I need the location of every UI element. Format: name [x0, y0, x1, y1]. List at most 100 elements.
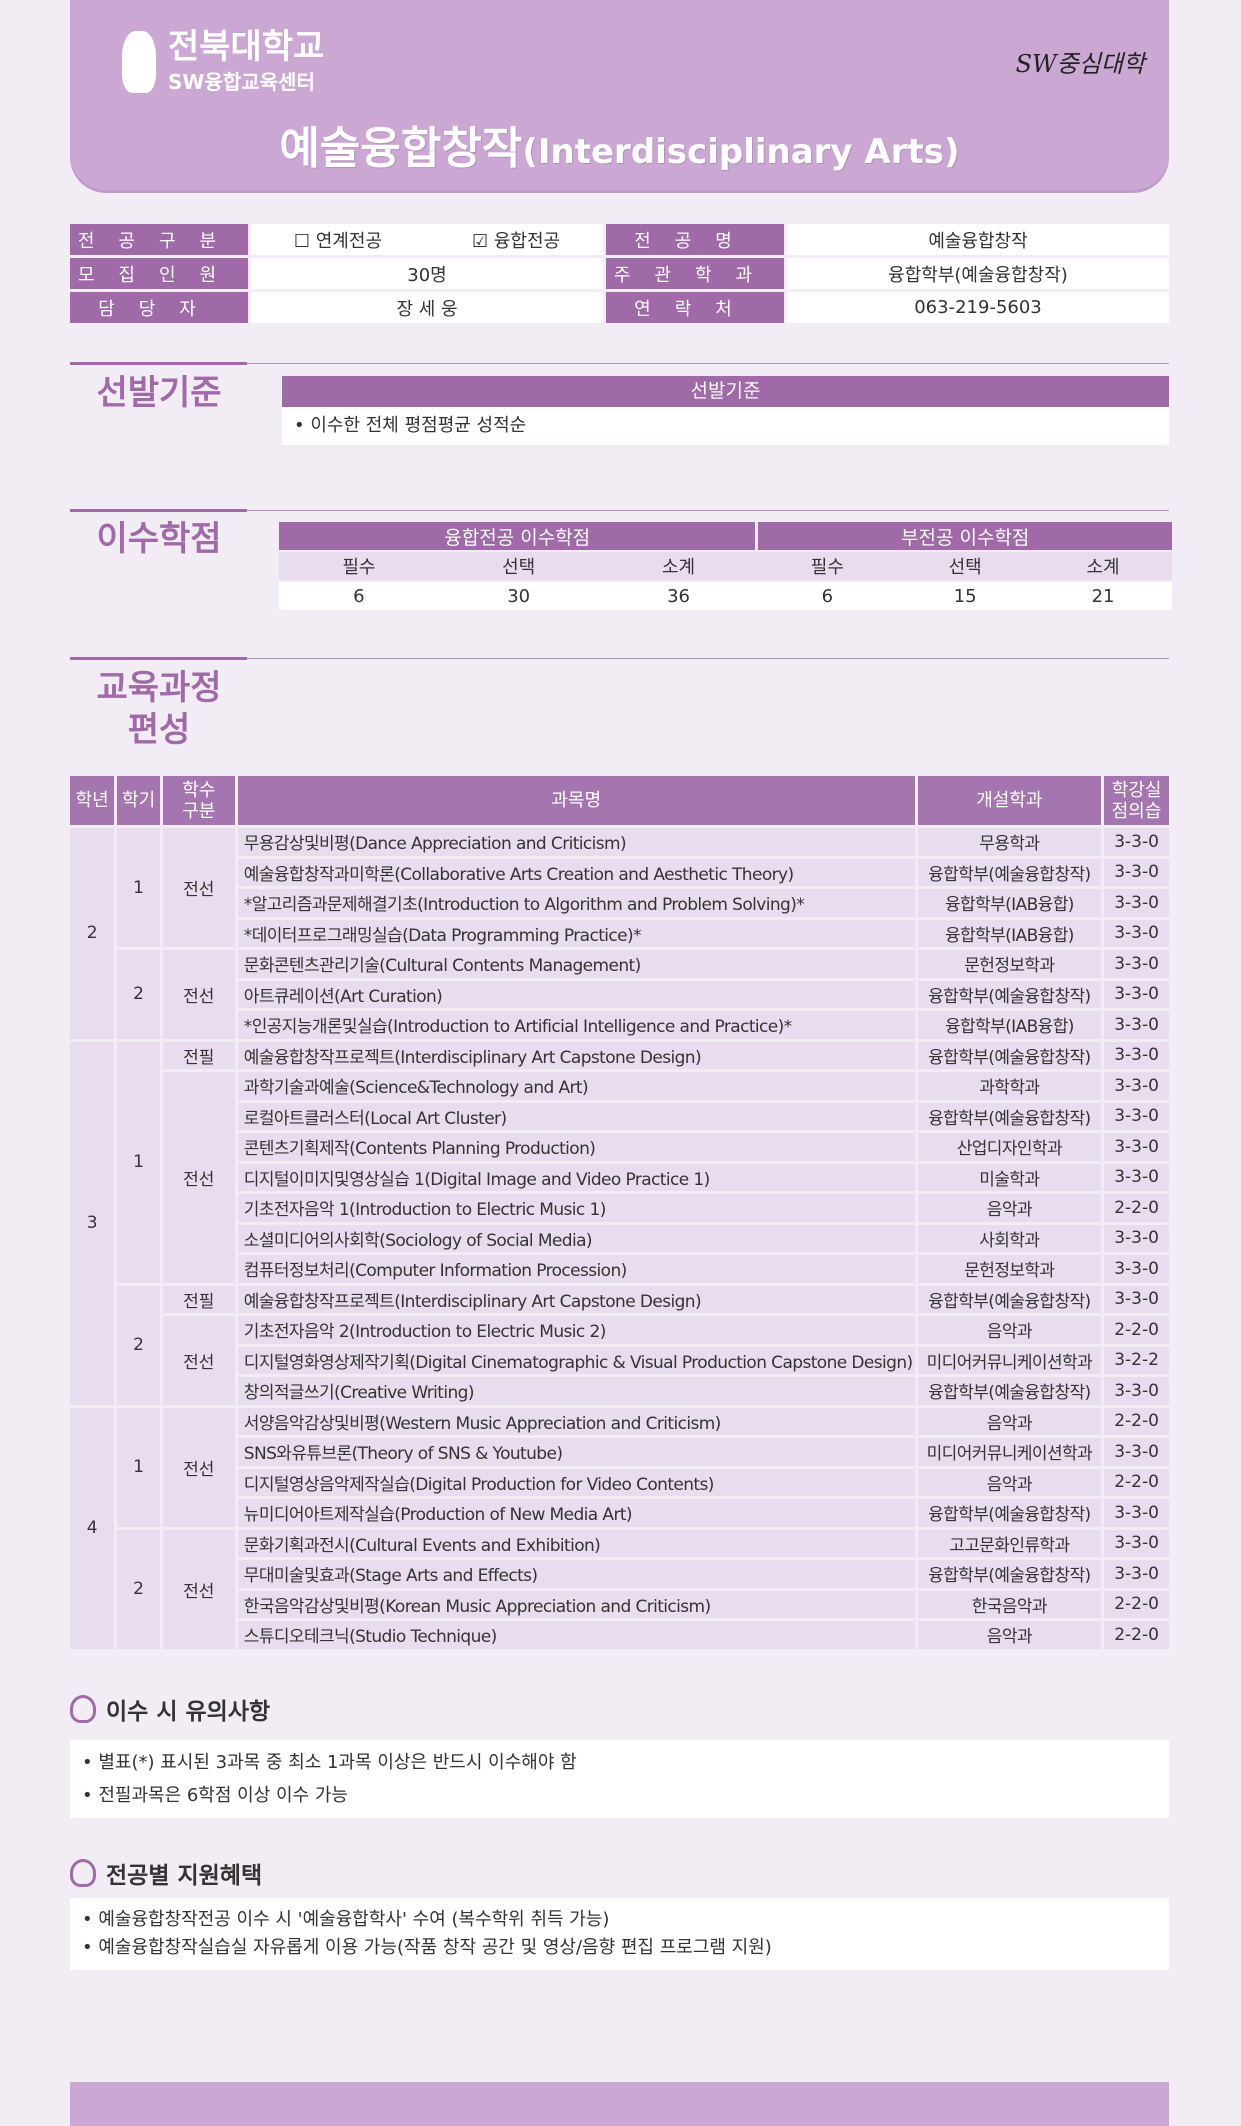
note-item: • 별표(*) 표시된 3과목 중 최소 1과목 이상은 반드시 이수해야 함 [82, 1752, 577, 1773]
info-table: 전공구분 ☐ 연계전공 ☑ 융합전공 전공명 예술융합창작 모집인원 30명 주관학과… [67, 221, 1172, 326]
year-cell: 4 [70, 1407, 115, 1649]
credits: 3-3-0 [1104, 889, 1169, 917]
credits: 3-2-2 [1104, 1346, 1169, 1374]
department: 음악과 [917, 1407, 1102, 1435]
divider [70, 657, 247, 660]
table-row: 소셜미디어의사회학(Sociology of Social Media) 사회학과… [70, 1224, 1169, 1252]
table-row: 2 전필 예술융합창작프로젝트(Interdisciplinary Art Caps… [70, 1285, 1169, 1405]
course-name: 뉴미디어아트제작실습(Production of New Media Art) [237, 1499, 915, 1527]
semester-cell: 1 [117, 828, 160, 947]
credits: 3-3-0 [1104, 1072, 1169, 1100]
credits: 3-3-0 [1104, 1163, 1169, 1191]
university-logo: 전북대학교 SW융합교육센터 [122, 28, 324, 95]
benefits-box: • 예술융합창작전공 이수 시 '예술융합학사' 수여 (복수학위 취득 가능)… [70, 1898, 1169, 1970]
credits: 3-3-0 [1104, 1224, 1169, 1252]
dept-value: 융합학부(예술융합창작) [787, 258, 1169, 289]
department: 미디어커뮤니케이션학과 [917, 1438, 1102, 1466]
course-name: 과학기술과예술(Science&Technology and Art) [237, 1072, 915, 1100]
table-row: *알고리즘과문제해결기초(Introduction to Algorithm a… [70, 889, 1169, 917]
option-convergence[interactable]: ☑ 융합전공 [472, 230, 561, 252]
department: 융합학부(예술융합창작) [917, 1041, 1102, 1069]
sub-header: 선택 [896, 552, 1035, 580]
department: 융합학부(예술융합창작) [917, 1377, 1102, 1405]
contact-value: 063-219-5603 [787, 292, 1169, 323]
course-name: 스튜디오테크닉(Studio Technique) [237, 1621, 915, 1649]
table-row: 3 1 전필 예술융합창작프로젝트(Interdisciplinary Art Cap… [70, 1041, 1169, 1405]
table-row: 2 전선 문화기획과전시(Cultural Events and Exhibitio… [70, 1529, 1169, 1649]
semester-cell: 2 [117, 950, 160, 1039]
semester-cell: 1 [117, 1041, 160, 1283]
label: 전공구분 [70, 224, 248, 255]
credits-table: 융합전공 이수학점 부전공 이수학점 필수 선택 소계 필수 선택 소계 6 30 36 6 15 2… [279, 520, 1172, 612]
department: 음악과 [917, 1194, 1102, 1222]
col-course-name: 과목명 [237, 776, 915, 825]
credits: 3-3-0 [1104, 1133, 1169, 1161]
course-name: 창의적글쓰기(Creative Writing) [237, 1377, 915, 1405]
divider [247, 658, 1169, 659]
department: 문헌정보학과 [917, 1255, 1102, 1283]
type-cell: 전필 [162, 1041, 235, 1069]
department: 융합학부(예술융합창작) [917, 1285, 1102, 1313]
notes-title: 이수 시 유의사항 [70, 1692, 270, 1726]
department: 사회학과 [917, 1224, 1102, 1252]
minor-credits-header: 부전공 이수학점 [758, 522, 1172, 550]
department: 미디어커뮤니케이션학과 [917, 1346, 1102, 1374]
course-name: *알고리즘과문제해결기초(Introduction to Algorithm a… [237, 889, 915, 917]
sw-badge: SW중심대학 [1015, 50, 1145, 78]
benefits-title: 전공별 지원혜택 [70, 1856, 262, 1890]
credit-value: 21 [1034, 582, 1172, 610]
credits: 3-3-0 [1104, 828, 1169, 856]
department: 한국음악과 [917, 1590, 1102, 1618]
col-semester: 학기 [117, 776, 160, 825]
table-row: 4 1 전선 서양음악감상및비평(Western Music Appreciation… [70, 1407, 1169, 1649]
department: 고고문화인류학과 [917, 1529, 1102, 1557]
course-name: 예술융합창작프로젝트(Interdisciplinary Art Capston… [237, 1041, 915, 1069]
department: 산업디자인학과 [917, 1133, 1102, 1161]
selection-text: • 이수한 전체 평점평균 성적순 [282, 407, 1169, 445]
course-name: 아트큐레이션(Art Curation) [237, 980, 915, 1008]
course-name: 로컬아트클러스터(Local Art Cluster) [237, 1102, 915, 1130]
credits: 3-3-0 [1104, 1560, 1169, 1588]
course-name: *데이터프로그래밍실습(Data Programming Practice)* [237, 919, 915, 947]
benefit-item: • 예술융합창작전공 이수 시 '예술융합학사' 수여 (복수학위 취득 가능) [82, 1909, 610, 1930]
department: 음악과 [917, 1468, 1102, 1496]
credits: 2-2-0 [1104, 1407, 1169, 1435]
table-row: 디지털영화영상제작기획(Digital Cinematographic & Vi… [70, 1346, 1169, 1374]
year-cell: 3 [70, 1041, 115, 1405]
curriculum-table: 학년 학기 학수 구분 과목명 개설학과 학강실 점의습 2 1 전선 무용감상및비평… [67, 773, 1172, 1652]
divider [247, 510, 1169, 511]
table-row: 콘텐츠기획제작(Contents Planning Production) 산업디… [70, 1133, 1169, 1161]
divider [70, 509, 247, 512]
label: 주관학과 [606, 258, 784, 289]
col-credits: 학강실 점의습 [1104, 776, 1169, 825]
sub-header: 소계 [1034, 552, 1172, 580]
section-title-curriculum: 교육과정 편성 [96, 668, 222, 750]
semester-cell: 1 [117, 1407, 160, 1527]
department: 융합학부(예술융합창작) [917, 1499, 1102, 1527]
sub-header: 선택 [438, 552, 599, 580]
credit-value: 30 [438, 582, 599, 610]
table-row: 기초전자음악 1(Introduction to Electric Music … [70, 1194, 1169, 1222]
label: 전공명 [606, 224, 784, 255]
major-value: 예술융합창작 [787, 224, 1169, 255]
option-linked[interactable]: ☐ 연계전공 [293, 230, 382, 252]
course-name: 기초전자음악 1(Introduction to Electric Music … [237, 1194, 915, 1222]
section-title-selection: 선발기준 [96, 373, 222, 413]
lightbulb-icon [70, 1695, 96, 1723]
table-row: 전선 과학기술과예술(Science&Technology and Art) 과학학… [70, 1072, 1169, 1283]
course-name: 서양음악감상및비평(Western Music Appreciation and… [237, 1407, 915, 1435]
type-cell: 전선 [162, 1407, 235, 1527]
type-cell: 전선 [162, 1316, 235, 1405]
credits: 3-3-0 [1104, 919, 1169, 947]
course-name: 컴퓨터정보처리(Computer Information Procession) [237, 1255, 915, 1283]
table-row: *인공지능개론및실습(Introduction to Artificial In… [70, 1011, 1169, 1039]
manager-value: 장 세 웅 [251, 292, 603, 323]
quota-value: 30명 [251, 258, 603, 289]
year-cell: 2 [70, 828, 115, 1039]
course-name: 예술융합창작과미학론(Collaborative Arts Creation a… [237, 858, 915, 886]
course-name: 디지털영화영상제작기획(Digital Cinematographic & Vi… [237, 1346, 915, 1374]
semester-cell: 2 [117, 1285, 160, 1405]
course-name: 콘텐츠기획제작(Contents Planning Production) [237, 1133, 915, 1161]
credit-value: 15 [896, 582, 1035, 610]
department: 융합학부(IAB융합) [917, 1011, 1102, 1039]
